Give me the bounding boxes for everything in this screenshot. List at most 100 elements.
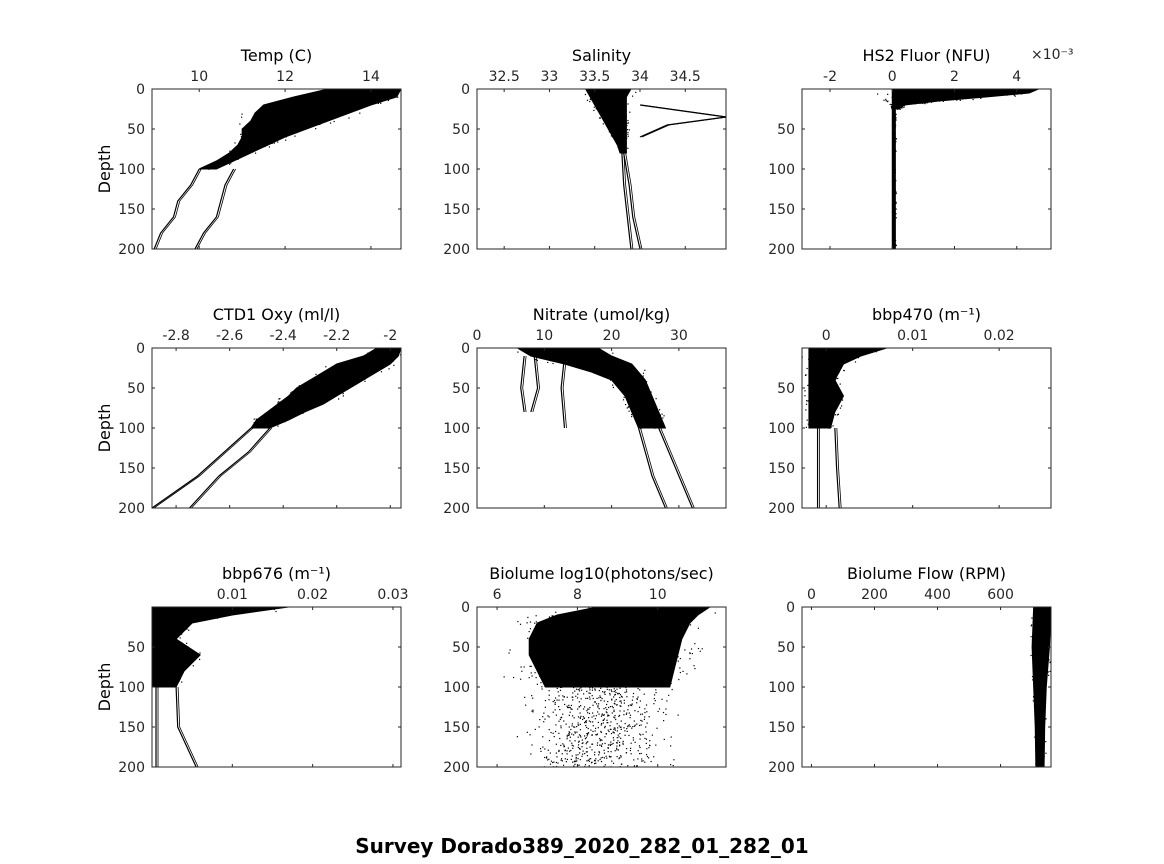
sample-point [577,746,579,749]
sample-point [546,619,548,621]
sample-point [625,664,627,666]
sample-point [600,699,602,702]
sample-point [376,91,378,93]
sample-point [588,692,590,694]
sample-point [644,620,646,622]
sample-point [260,110,262,112]
sample-point [179,631,181,633]
sample-point [283,124,285,127]
sample-point [609,379,612,381]
sample-point [570,708,572,710]
sample-point [626,644,628,647]
sample-point [582,621,584,623]
sample-point [626,696,628,698]
sample-point [613,739,615,741]
sample-point [626,137,628,139]
sample-point [566,683,569,685]
sample-point [653,685,655,687]
sample-point [899,102,902,104]
sample-point [548,676,551,679]
sample-point [653,642,655,644]
sample-point [298,385,300,387]
sample-point [565,686,568,688]
sample-point [601,743,604,745]
sample-point [1035,720,1037,722]
sample-point [645,641,648,643]
sample-point [571,715,574,717]
sample-point [569,736,571,738]
sample-point [175,673,177,676]
sample-point [532,709,534,711]
sample-point [553,648,555,651]
sample-point [568,726,570,728]
sample-point [276,413,278,415]
sample-point [612,134,614,136]
sample-point [542,635,545,637]
sample-point [622,742,624,744]
sample-point [627,133,629,135]
sample-point [605,679,608,682]
sample-point [643,621,645,623]
sample-point [545,757,548,759]
sample-point [586,652,588,654]
sample-point [627,685,630,687]
sample-point [564,355,566,357]
sample-point [831,421,833,423]
sample-point [150,637,151,638]
sample-point [643,670,645,672]
sample-point [830,402,832,404]
sample-point [534,728,536,731]
sample-point [571,682,573,684]
sample-point [608,619,610,622]
sample-point [180,633,183,635]
sample-point [596,664,598,666]
sample-point [631,704,633,706]
sample-point [1049,661,1051,664]
sample-point [851,359,853,361]
sample-point [228,161,230,164]
sample-point [592,704,594,706]
sample-point [188,629,190,631]
profile-line-3-shadow [522,355,527,413]
sample-point [1036,626,1038,629]
sample-point [555,752,557,754]
sample-point [575,758,577,760]
sample-point [573,765,575,767]
sample-point [607,661,609,663]
sample-point [616,742,618,744]
sample-point [578,690,581,692]
sample-point [603,674,606,676]
sample-point [913,100,915,102]
sample-point [615,718,617,721]
sample-point [614,119,616,121]
profile-line-3 [520,355,525,413]
sample-point [527,637,529,639]
sample-point [577,675,579,677]
sample-point [1031,624,1033,626]
sample-point [568,733,570,735]
sample-point [648,744,651,746]
sample-point [561,753,563,755]
sample-point [689,658,691,660]
sample-point [558,643,560,645]
sample-point [166,647,168,650]
sample-point [623,622,625,624]
sample-point [665,708,667,710]
sample-point [926,102,928,104]
sample-point [586,625,588,627]
profile-line-2-shadow [836,427,842,508]
sample-point [640,724,642,726]
sample-point [894,169,896,171]
sample-point [599,633,602,635]
sample-point [630,633,633,636]
sample-point [603,681,605,683]
sample-point [575,641,577,644]
sample-point [619,657,621,659]
sample-point [1043,717,1046,719]
sample-point [625,752,628,754]
sample-point [192,665,194,667]
sample-point [577,708,579,710]
sample-point [650,640,652,642]
profile-band-1 [199,89,401,170]
sample-point [241,151,243,153]
